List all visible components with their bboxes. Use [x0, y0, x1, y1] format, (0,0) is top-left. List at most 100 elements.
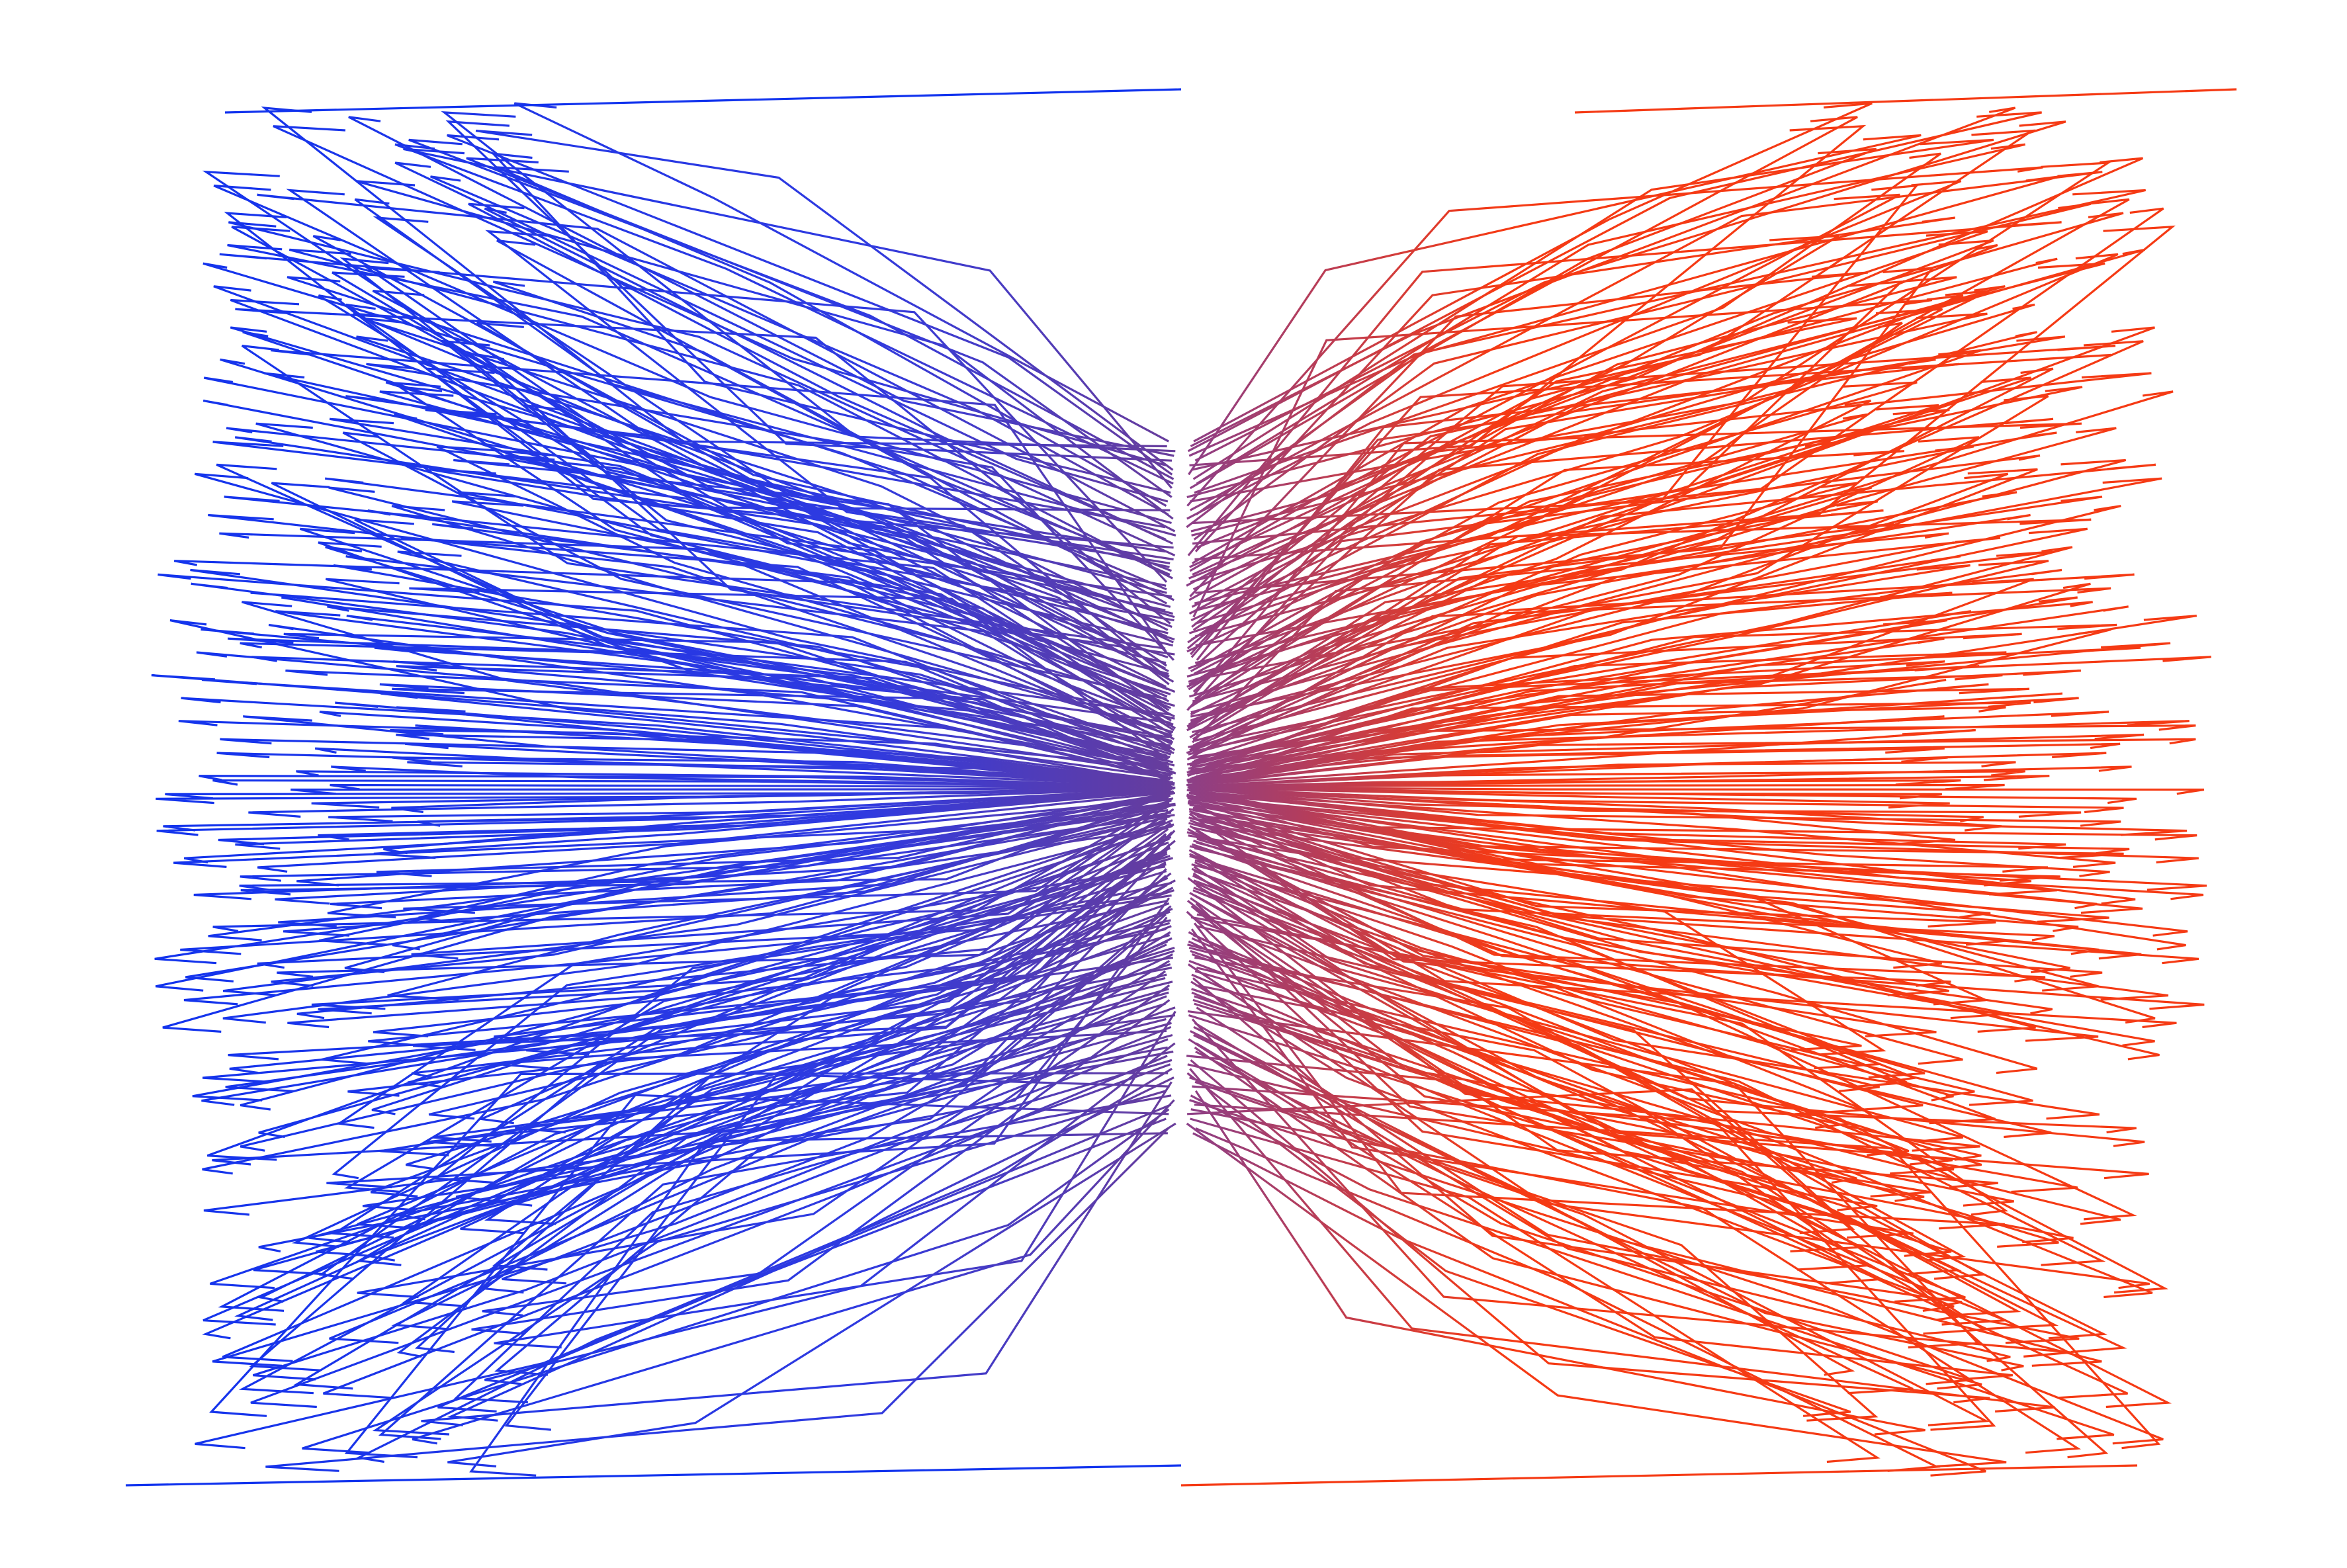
right-series-line — [1194, 509, 1884, 735]
left-series-line — [224, 496, 1176, 730]
right-series-line — [1186, 687, 2029, 781]
left-bottom-edge-line — [125, 1464, 1182, 1487]
left-series-line — [240, 642, 1175, 774]
left-series-line — [302, 1108, 1170, 1454]
left-series-line — [344, 1094, 1169, 1459]
left-series-line — [436, 445, 1175, 707]
left-series-line — [405, 742, 1169, 787]
right-series-line — [1188, 786, 2137, 805]
right-series-line — [1189, 518, 2092, 738]
right-series-line — [1186, 408, 1950, 688]
left-series-line — [257, 808, 1174, 969]
left-series-line — [212, 1025, 1172, 1367]
right-series-line — [1186, 349, 1982, 653]
left-series-line — [249, 1029, 1167, 1372]
left-series-line — [250, 1063, 1171, 1409]
left-series-line — [347, 851, 1168, 1097]
left-series-line — [183, 818, 1168, 1006]
left-series-line — [396, 665, 1169, 778]
right-series-line — [1192, 436, 1980, 703]
right-series-line — [1193, 102, 1873, 443]
left-series-line — [374, 646, 1176, 775]
left-series-line — [318, 820, 1167, 1015]
left-series-line — [428, 861, 1167, 1120]
right-series-line — [1192, 1085, 1996, 1431]
right-series-line — [1190, 796, 2098, 910]
left-series-line — [324, 477, 1172, 722]
left-series-line — [238, 1050, 1174, 1395]
left-series-line — [372, 1090, 1167, 1436]
left-series-line — [336, 865, 1166, 1129]
right-series-line — [1194, 1104, 2161, 1450]
left-series-line — [469, 1132, 1168, 1477]
right-series-line — [1194, 670, 2082, 779]
right-series-line — [1196, 836, 2160, 1061]
right-series-line — [1194, 847, 1908, 1088]
right-series-line — [1196, 919, 2121, 1225]
right-series-line — [1188, 1038, 2013, 1381]
left-series-line — [476, 353, 1175, 656]
right-series-line — [1192, 207, 2164, 545]
left-series-line — [286, 189, 1166, 529]
right-series-line — [1189, 555, 1961, 752]
left-series-line — [411, 806, 1167, 960]
left-series-line — [228, 221, 1176, 557]
left-series-line — [203, 376, 1167, 670]
left-series-line — [380, 692, 1168, 782]
right-series-line — [1192, 417, 2054, 693]
left-series-line — [185, 811, 1172, 982]
right-series-line — [1192, 720, 2190, 785]
right-series-line — [1190, 482, 1859, 724]
left-series-line — [199, 775, 1173, 789]
right-series-line — [1190, 161, 2113, 503]
left-series-line — [196, 651, 1173, 775]
left-series-line — [314, 747, 1171, 787]
right-series-line — [1194, 1090, 1926, 1436]
right-series-line — [1192, 724, 2196, 785]
right-series-line — [1192, 523, 1894, 740]
left-series-line — [429, 175, 1169, 516]
left-series-line — [366, 363, 1174, 661]
right-series-line — [1194, 216, 1956, 552]
left-series-line — [504, 455, 1170, 711]
left-series-line — [342, 431, 1167, 700]
right-series-line — [1196, 143, 2025, 485]
right-series-line — [1190, 980, 1955, 1312]
right-series-line — [1187, 797, 2143, 914]
right-series-line — [1195, 984, 2021, 1317]
left-series-line — [195, 1104, 1172, 1450]
left-series-line — [271, 349, 1167, 652]
right-series-line — [1186, 910, 1878, 1211]
left-series-line — [212, 800, 1170, 932]
right-series-line — [1186, 1055, 2129, 1399]
right-series-line — [1187, 221, 2062, 556]
right-series-line — [1187, 795, 2136, 905]
right-series-line — [1188, 706, 2006, 783]
left-series-line — [288, 248, 1173, 580]
right-series-line — [1194, 308, 1943, 625]
right-series-line — [1190, 381, 1918, 673]
left-series-line — [492, 281, 1167, 605]
left-series-line — [409, 587, 1169, 761]
left-series-line — [287, 824, 1173, 1029]
left-series-line — [429, 468, 1175, 718]
right-series-line — [1190, 129, 2036, 471]
left-series-line — [475, 130, 1174, 471]
right-series-line — [1191, 775, 2050, 789]
right-series-line — [1190, 193, 1900, 533]
left-series-line — [319, 711, 1173, 784]
right-series-line — [1194, 861, 2100, 1120]
right-series-line — [1192, 601, 2093, 765]
left-series-line — [484, 1042, 1176, 1385]
left-series-line — [445, 120, 1173, 462]
right-series-line — [1190, 171, 2103, 511]
left-series-line — [293, 1046, 1168, 1390]
left-series-line — [231, 226, 1174, 561]
right-series-line — [1194, 1046, 1982, 1390]
left-series-line — [156, 788, 1166, 836]
right-series-line — [1191, 1018, 2072, 1358]
left-series-line — [447, 1122, 1176, 1467]
left-series-line — [401, 537, 1173, 746]
right-series-line — [1188, 294, 1964, 615]
right-series-line — [1188, 376, 2032, 670]
